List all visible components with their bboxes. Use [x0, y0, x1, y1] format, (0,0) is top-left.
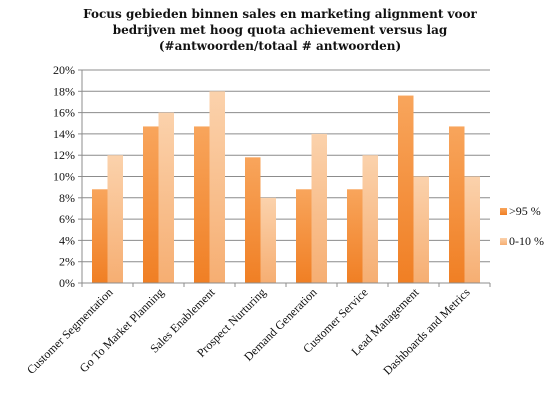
bar-series-2 [260, 197, 276, 283]
bar-series-2 [362, 155, 378, 283]
x-category-label: Dashboards and Metrics [380, 285, 473, 378]
y-tick-label: 16% [53, 106, 75, 120]
bar-series-1 [398, 95, 414, 283]
y-tick-label: 14% [53, 127, 75, 141]
legend-swatch [500, 238, 507, 245]
chart-title-line-3: (#antwoorden/totaal # antwoorden) [158, 39, 402, 53]
y-tick-label: 2% [59, 255, 75, 269]
bar-series-2 [107, 155, 123, 283]
legend-label: >95 % [509, 204, 541, 218]
bar-series-2 [464, 176, 480, 283]
legend-label: 0-10 % [509, 234, 544, 248]
legend-swatch [500, 208, 507, 215]
bar-series-2 [413, 176, 429, 283]
y-tick-label: 18% [53, 84, 75, 98]
chart-title: Focus gebieden binnen sales en marketing… [70, 6, 490, 54]
y-tick-label: 10% [53, 170, 75, 184]
bar-series-1 [92, 189, 108, 283]
y-tick-label: 6% [59, 212, 75, 226]
y-tick-label: 20% [53, 63, 75, 77]
bar-series-1 [194, 126, 210, 283]
y-tick-label: 12% [53, 148, 75, 162]
bar-series-1 [143, 126, 159, 283]
bar-series-1 [449, 126, 465, 283]
x-category-label: Go To Market Planning [77, 285, 167, 375]
bars [92, 91, 480, 283]
bar-series-1 [296, 189, 312, 283]
x-category-label: Customer Segmentation [24, 285, 116, 377]
y-tick-label: 0% [59, 276, 75, 290]
bar-series-2 [311, 133, 327, 283]
y-tick-label: 8% [59, 191, 75, 205]
bar-series-2 [209, 91, 225, 283]
bar-series-2 [158, 112, 174, 283]
legend: >95 % 0-10 % [500, 204, 544, 248]
bar-series-1 [245, 157, 261, 283]
chart-title-line-2: bedrijven met hoog quota achievement ver… [112, 23, 448, 37]
bar-series-1 [347, 189, 363, 283]
y-tick-labels: 0% 2% 4% 6% 8% 10% 12% 14% 16% 18% 20% [53, 63, 75, 290]
y-tick-label: 4% [59, 233, 75, 247]
chart-title-line-1: Focus gebieden binnen sales en marketing… [83, 7, 477, 21]
axes [81, 70, 491, 287]
